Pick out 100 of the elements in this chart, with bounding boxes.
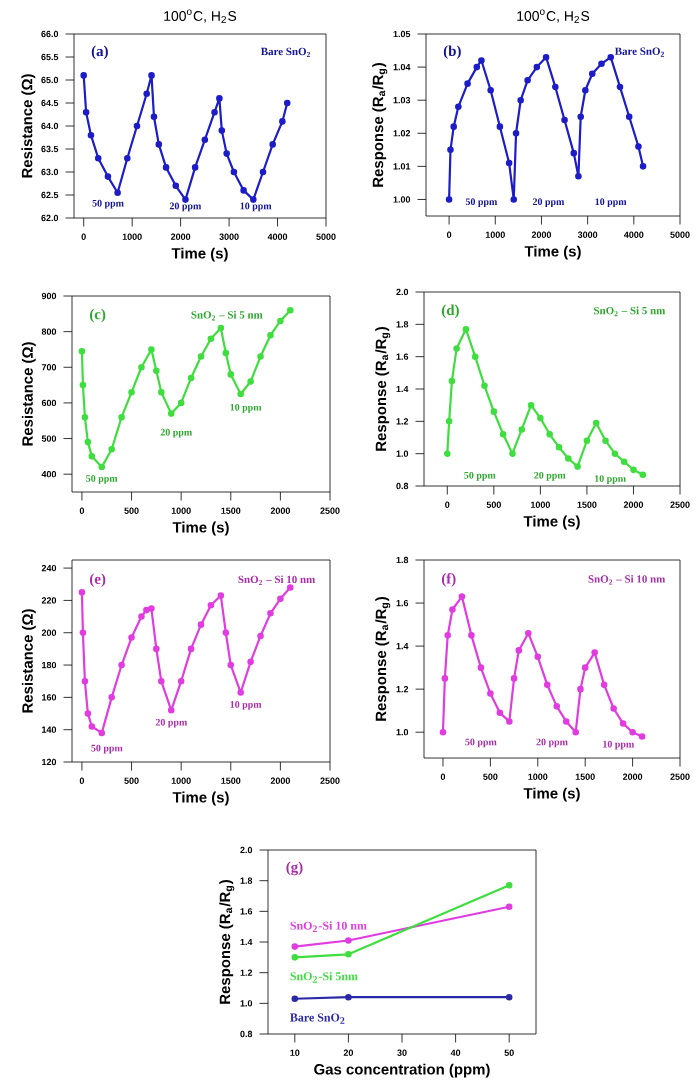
point [458, 593, 466, 600]
point [87, 131, 95, 139]
point [222, 349, 230, 357]
point [625, 113, 633, 121]
point [610, 705, 617, 712]
point [128, 388, 135, 396]
point [546, 430, 553, 438]
point [588, 70, 596, 78]
point [223, 150, 230, 157]
point [148, 72, 155, 79]
point [582, 86, 589, 94]
point [197, 353, 205, 360]
point [94, 154, 102, 162]
point [277, 317, 284, 325]
point [510, 675, 518, 682]
point [259, 168, 267, 176]
point [211, 108, 218, 116]
point [287, 306, 294, 314]
point [108, 694, 115, 701]
point [448, 377, 456, 385]
point [583, 437, 591, 445]
point [108, 445, 115, 453]
point [602, 437, 609, 445]
point [455, 103, 462, 111]
point [247, 658, 254, 666]
point [445, 196, 453, 203]
point [630, 466, 637, 474]
point [527, 401, 535, 409]
point [162, 164, 170, 171]
point [172, 182, 180, 190]
point [257, 353, 264, 360]
point [143, 90, 150, 98]
point [153, 645, 160, 653]
point [444, 632, 451, 639]
point [201, 136, 209, 144]
point [619, 720, 627, 727]
point [218, 127, 226, 134]
point [150, 113, 158, 121]
point [607, 53, 615, 61]
point [490, 408, 498, 415]
point [639, 163, 647, 170]
point [542, 53, 550, 61]
point [167, 707, 175, 714]
point [518, 426, 526, 433]
point [283, 99, 291, 107]
point [267, 331, 274, 339]
point [525, 629, 532, 637]
point [153, 367, 160, 375]
point [257, 632, 264, 640]
point [227, 371, 235, 378]
point [187, 374, 195, 382]
point [464, 80, 471, 87]
point [237, 390, 244, 398]
point [217, 324, 225, 332]
point [629, 728, 636, 736]
point [158, 388, 165, 396]
point [449, 606, 456, 613]
point [575, 173, 582, 180]
point [133, 122, 141, 130]
point [487, 690, 494, 697]
point [250, 196, 257, 203]
point [496, 709, 504, 717]
point [291, 954, 299, 961]
point [82, 108, 90, 116]
point [98, 729, 106, 737]
point [118, 661, 125, 669]
point [496, 123, 504, 130]
point [216, 95, 223, 102]
point [505, 903, 513, 911]
point [222, 629, 230, 637]
point [534, 653, 542, 661]
point [84, 710, 92, 717]
point [128, 634, 135, 641]
point [512, 129, 520, 137]
point [471, 353, 479, 360]
point [345, 950, 352, 958]
point [577, 685, 584, 693]
point [88, 723, 96, 730]
point [217, 592, 225, 599]
point [237, 689, 244, 696]
point [468, 632, 475, 639]
point [98, 463, 106, 471]
point [81, 677, 89, 685]
point [345, 937, 352, 944]
point [509, 450, 516, 457]
point [453, 345, 460, 352]
point [616, 83, 624, 91]
point [537, 414, 544, 422]
point [524, 77, 531, 84]
point [445, 418, 453, 425]
point [118, 413, 125, 421]
point [506, 718, 513, 725]
point [138, 363, 145, 371]
point [230, 168, 238, 176]
point [88, 453, 96, 460]
point [638, 733, 646, 740]
point [269, 141, 276, 148]
point [148, 346, 155, 353]
point [515, 647, 523, 654]
point [78, 589, 86, 596]
